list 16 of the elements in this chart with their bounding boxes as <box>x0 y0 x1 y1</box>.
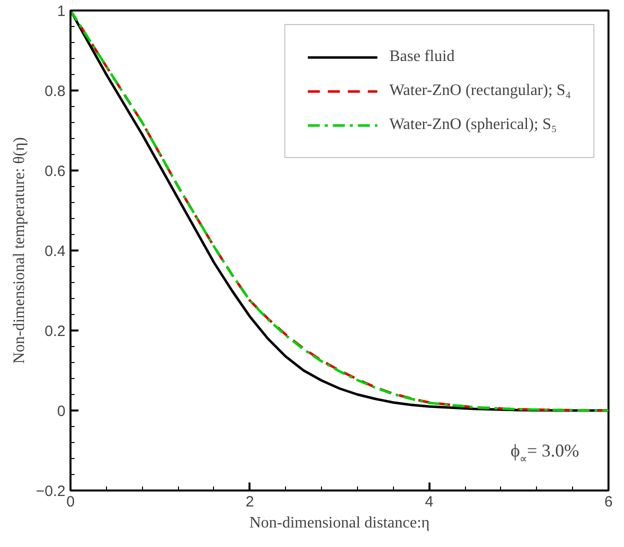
legend-label: Base fluid <box>389 48 455 66</box>
legend-label: Water-ZnO (spherical); S₅ <box>389 116 557 134</box>
x-tick-label: 4 <box>424 494 434 510</box>
x-tick-label: 2 <box>246 494 254 510</box>
y-tick-label: 0.8 <box>44 83 66 100</box>
annotation: ϕ∝= 3.0% <box>510 440 580 466</box>
y-tick-label: 0.4 <box>44 243 66 260</box>
y-tick-label: 0.6 <box>44 163 66 180</box>
y-tick-label: 0 <box>57 403 66 420</box>
y-tick-label: 1 <box>57 3 66 20</box>
y-tick-label: 0.2 <box>44 323 66 340</box>
x-axis-title: Non-dimensional distance:η <box>249 514 430 532</box>
legend-label: Water-ZnO (rectangular); S₄ <box>389 82 571 100</box>
y-axis-title: Non-dimensional temperature: θ(η) <box>10 137 28 364</box>
y-tick-label: −0.2 <box>36 483 66 500</box>
x-tick-label: 6 <box>604 494 613 510</box>
